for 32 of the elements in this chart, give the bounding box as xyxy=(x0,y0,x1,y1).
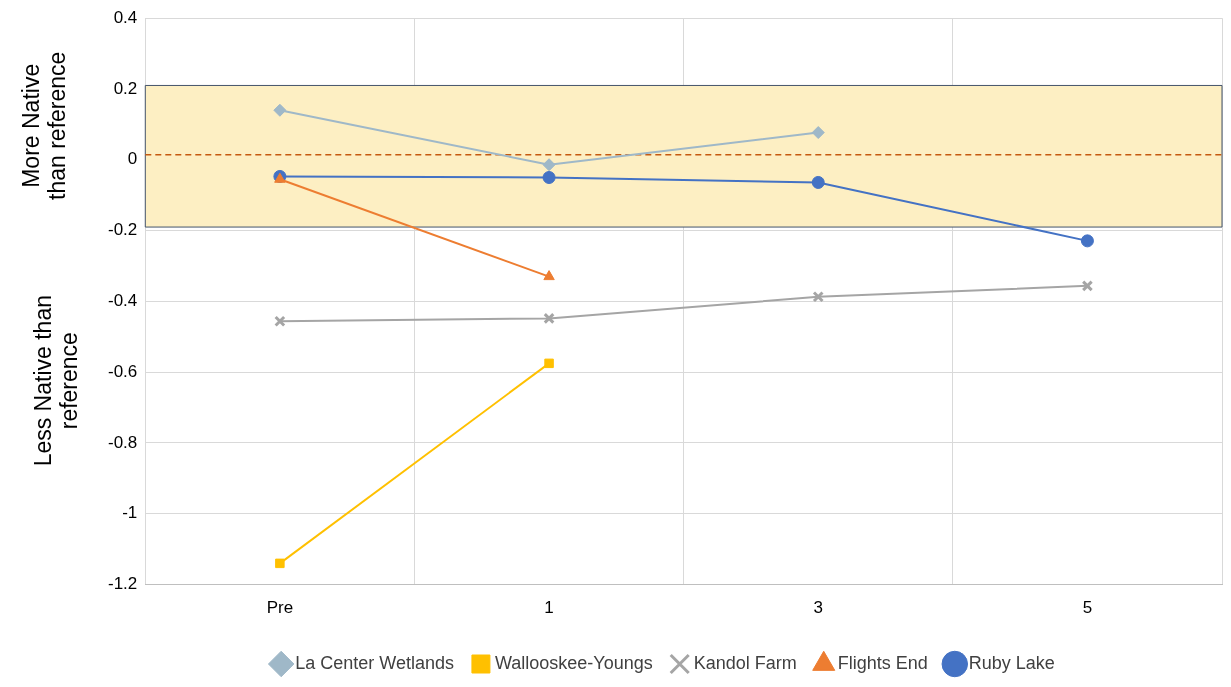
legend-label: La Center Wetlands xyxy=(295,652,454,673)
point xyxy=(542,171,556,184)
legend-label: Flights End xyxy=(837,652,928,673)
x-tick-label: Pre xyxy=(266,598,294,618)
point xyxy=(543,312,555,325)
point xyxy=(275,558,285,569)
point xyxy=(1080,234,1094,248)
point xyxy=(811,175,825,189)
point xyxy=(1081,280,1094,292)
x-tick-label: 3 xyxy=(813,598,823,618)
y-tick-label: -0.4 xyxy=(108,291,138,311)
point xyxy=(811,126,825,140)
x-tick-label: 1 xyxy=(544,598,554,618)
point xyxy=(542,158,556,172)
text: More Native than reference xyxy=(18,51,71,200)
y-tick-label: 0.2 xyxy=(113,78,138,98)
y-tick-label: -0.2 xyxy=(108,220,138,240)
y-tick-label: -1 xyxy=(122,503,138,523)
y-tick-label: -1.2 xyxy=(108,574,138,594)
text: Less Native than reference xyxy=(30,295,83,467)
x-tick-label: 5 xyxy=(1082,598,1093,618)
point xyxy=(273,103,287,117)
y-tick-label: -0.6 xyxy=(108,361,138,381)
point xyxy=(812,291,824,303)
y-tick-label: 0.4 xyxy=(113,7,138,27)
legend-label: Wallooskee-Youngs xyxy=(494,652,653,673)
point xyxy=(544,358,554,369)
legend-label: Ruby Lake xyxy=(968,652,1055,673)
point xyxy=(274,315,286,327)
legend-label: Kandol Farm xyxy=(693,652,797,673)
y-tick-label: 0 xyxy=(127,149,138,169)
y-tick-label: -0.8 xyxy=(108,432,138,452)
